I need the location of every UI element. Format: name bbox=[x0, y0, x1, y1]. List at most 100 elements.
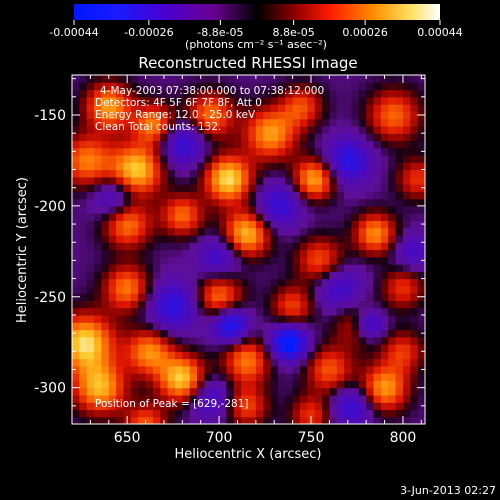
heatmap-cell bbox=[226, 278, 235, 287]
heatmap-cell bbox=[329, 380, 338, 389]
heatmap-cell bbox=[219, 205, 228, 214]
heatmap-cell bbox=[380, 89, 389, 98]
heatmap-cell bbox=[344, 271, 353, 280]
heatmap-cell bbox=[329, 329, 338, 338]
heatmap-cell bbox=[233, 402, 242, 411]
heatmap-cell bbox=[233, 184, 242, 192]
heatmap-cell bbox=[101, 125, 110, 134]
heatmap-cell bbox=[174, 213, 183, 222]
heatmap-cell bbox=[86, 234, 95, 243]
heatmap-cell bbox=[373, 82, 382, 91]
heatmap-cell bbox=[402, 89, 411, 98]
heatmap-cell bbox=[373, 89, 382, 98]
heatmap-cell bbox=[248, 191, 257, 200]
heatmap-cell bbox=[72, 176, 80, 185]
heatmap-cell bbox=[197, 125, 205, 134]
heatmap-cell bbox=[130, 89, 139, 98]
heatmap-cell bbox=[380, 293, 389, 301]
heatmap-cell bbox=[138, 373, 147, 381]
heatmap-cell bbox=[226, 198, 235, 207]
heatmap-cell bbox=[130, 184, 139, 192]
heatmap-cell bbox=[299, 234, 308, 243]
heatmap-cell bbox=[116, 264, 125, 272]
heatmap-cell bbox=[182, 322, 191, 331]
heatmap-cell bbox=[410, 198, 419, 207]
heatmap-cell bbox=[152, 227, 161, 236]
heatmap-cell bbox=[72, 387, 80, 396]
heatmap-cell bbox=[101, 184, 110, 192]
heatmap-cell bbox=[94, 154, 103, 163]
heatmap-cell bbox=[219, 184, 228, 192]
heatmap-cell bbox=[130, 256, 139, 265]
heatmap-cell bbox=[116, 184, 125, 192]
heatmap-cell bbox=[351, 227, 360, 236]
heatmap-cell bbox=[130, 293, 139, 301]
heatmap-cell bbox=[314, 358, 323, 367]
heatmap-cell bbox=[233, 205, 242, 214]
heatmap-cell bbox=[72, 358, 80, 367]
heatmap-cell bbox=[380, 387, 389, 396]
heatmap-cell bbox=[138, 75, 147, 83]
heatmap-cell bbox=[108, 89, 117, 98]
heatmap-cell bbox=[174, 344, 183, 352]
heatmap-cell bbox=[270, 125, 279, 134]
heatmap-cell bbox=[314, 402, 323, 411]
heatmap-cell bbox=[329, 249, 338, 258]
heatmap-cell bbox=[299, 169, 308, 178]
heatmap-cell bbox=[314, 176, 323, 185]
heatmap-cell bbox=[373, 213, 382, 222]
heatmap-cell bbox=[108, 329, 117, 338]
heatmap-cell bbox=[351, 198, 360, 207]
heatmap-cell bbox=[366, 82, 375, 91]
heatmap-cell bbox=[322, 373, 330, 381]
heatmap-cell bbox=[174, 205, 183, 214]
heatmap-cell bbox=[211, 249, 220, 258]
heatmap-cell bbox=[336, 373, 345, 381]
heatmap-cell bbox=[336, 198, 345, 207]
heatmap-cell bbox=[79, 133, 88, 142]
heatmap-cell bbox=[314, 89, 323, 98]
heatmap-cell bbox=[72, 96, 80, 105]
heatmap-cell bbox=[160, 285, 169, 294]
heatmap-cell bbox=[344, 154, 353, 163]
heatmap-cell bbox=[322, 285, 330, 294]
heatmap-cell bbox=[79, 329, 88, 338]
heatmap-cell bbox=[241, 307, 250, 316]
heatmap-cell bbox=[388, 125, 397, 134]
heatmap-cell bbox=[241, 191, 250, 200]
heatmap-cell bbox=[189, 111, 198, 120]
heatmap-cell bbox=[336, 104, 345, 112]
heatmap-cell bbox=[314, 234, 323, 243]
heatmap-cell bbox=[285, 82, 294, 91]
heatmap-cell bbox=[366, 256, 375, 265]
heatmap-cell bbox=[329, 271, 338, 280]
heatmap-cell bbox=[197, 373, 205, 381]
heatmap-cell bbox=[402, 75, 411, 83]
heatmap-cell bbox=[197, 278, 205, 287]
heatmap-cell bbox=[373, 234, 382, 243]
heatmap-cell bbox=[204, 314, 213, 323]
heatmap-cell bbox=[402, 125, 411, 134]
heatmap-cell bbox=[410, 387, 419, 396]
heatmap-cell bbox=[138, 293, 147, 301]
heatmap-cell bbox=[241, 358, 250, 367]
heatmap-cell bbox=[380, 344, 389, 352]
heatmap-cell bbox=[189, 227, 198, 236]
heatmap-cell bbox=[417, 380, 425, 389]
heatmap-cell bbox=[285, 96, 294, 105]
heatmap-cell bbox=[366, 140, 375, 149]
heatmap-cell bbox=[182, 213, 191, 222]
heatmap-cell bbox=[307, 307, 316, 316]
heatmap-cell bbox=[160, 205, 169, 214]
heatmap-cell bbox=[226, 118, 235, 127]
heatmap-cell bbox=[145, 242, 154, 251]
heatmap-cell bbox=[116, 300, 125, 309]
heatmap-cell bbox=[219, 249, 228, 258]
heatmap-cell bbox=[204, 271, 213, 280]
heatmap-cell bbox=[241, 373, 250, 381]
heatmap-cell bbox=[380, 278, 389, 287]
heatmap-cell bbox=[138, 336, 147, 345]
heatmap-cell bbox=[226, 140, 235, 149]
heatmap-cell bbox=[248, 205, 257, 214]
heatmap-cell bbox=[72, 249, 80, 258]
